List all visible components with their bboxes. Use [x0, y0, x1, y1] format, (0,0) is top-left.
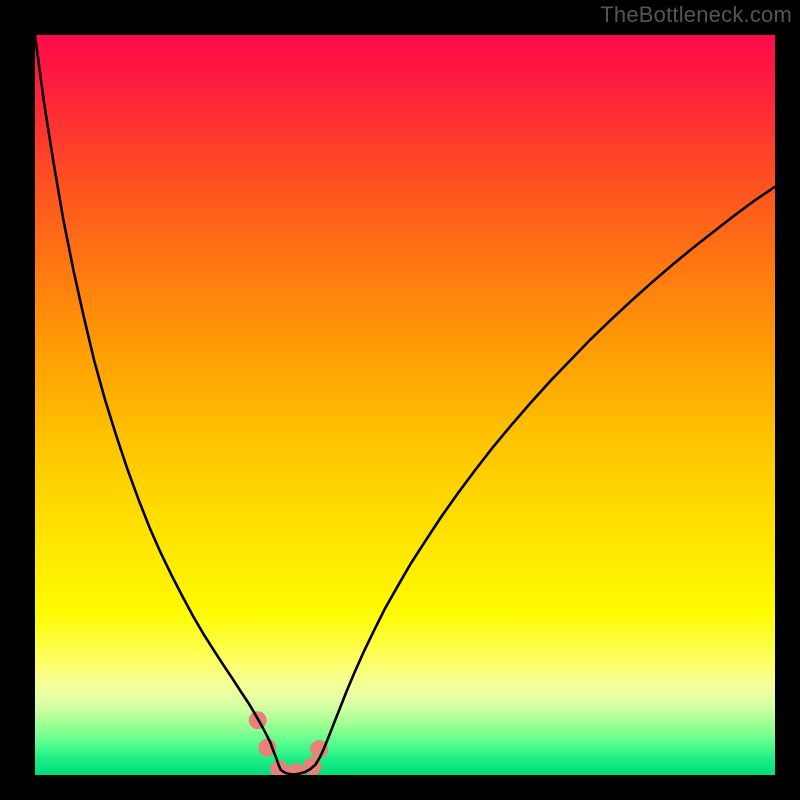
bottleneck-curve-chart	[35, 35, 775, 775]
gradient-background	[35, 35, 775, 775]
watermark-text: TheBottleneck.com	[600, 2, 792, 28]
chart-container: TheBottleneck.com	[0, 0, 800, 800]
